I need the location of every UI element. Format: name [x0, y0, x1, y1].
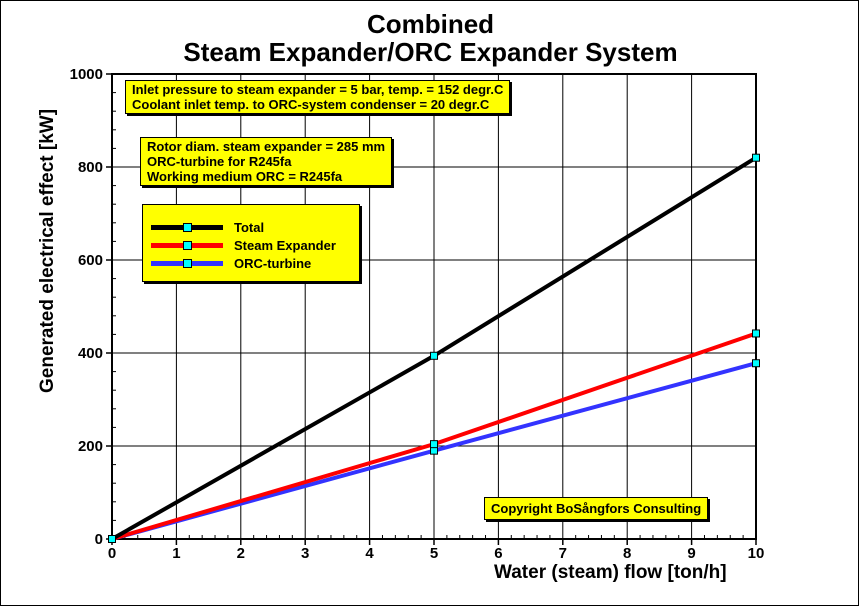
data-point — [108, 535, 116, 543]
data-point — [430, 351, 438, 360]
x-tick-label: 8 — [623, 545, 631, 562]
legend-label: ORC-turbine — [234, 256, 312, 271]
x-tick-label: 2 — [237, 545, 245, 562]
y-axis-label: Generated electrical effect [kW] — [37, 108, 58, 393]
x-tick-label: 10 — [748, 545, 765, 562]
x-tick-label: 5 — [430, 545, 438, 562]
x-axis-label: Water (steam) flow [ton/h] — [494, 562, 727, 583]
data-point — [752, 329, 760, 338]
legend-item-total: Total — [143, 219, 359, 236]
inlet-conditions-box: Inlet pressure to steam expander = 5 bar… — [125, 80, 511, 114]
y-tick-label: 400 — [78, 345, 103, 362]
x-tick-label: 4 — [365, 545, 374, 562]
legend-item-steam-expander: Steam Expander — [143, 237, 359, 254]
legend-label: Total — [234, 220, 265, 235]
legend-label: Steam Expander — [234, 238, 336, 253]
y-tick-label: 800 — [78, 159, 103, 176]
data-point — [752, 153, 760, 162]
data-point — [430, 446, 438, 455]
x-tick-label: 0 — [108, 545, 116, 562]
chart-subtitle: Steam Expander/ORC Expander System — [183, 37, 678, 67]
data-point — [752, 359, 760, 368]
copyright-box: Copyright BoSångfors Consulting — [484, 497, 709, 520]
legend-marker — [183, 259, 192, 268]
legend-item-orc-turbine: ORC-turbine — [143, 255, 359, 272]
info-line: Working medium ORC = R245fa — [147, 169, 343, 184]
y-tick-label: 600 — [78, 252, 103, 269]
data-point — [430, 440, 438, 449]
x-tick-label: 7 — [559, 545, 567, 562]
info-line: Coolant inlet temp. to ORC-system conden… — [132, 97, 490, 112]
x-tick-label: 1 — [172, 545, 180, 562]
x-tick-label: 6 — [494, 545, 502, 562]
y-tick-label: 0 — [95, 531, 103, 548]
info-line: ORC-turbine for R245fa — [147, 154, 292, 169]
y-tick-label: 200 — [78, 438, 103, 455]
legend: Total Steam Expander ORC-turbine — [142, 204, 360, 282]
chart-title: Combined — [366, 9, 495, 39]
legend-marker — [183, 223, 192, 232]
plot-border — [111, 73, 757, 540]
x-tick-label: 9 — [687, 545, 695, 562]
info-line: Inlet pressure to steam expander = 5 bar… — [132, 82, 504, 97]
x-tick-label: 3 — [301, 545, 309, 562]
y-tick-label: 1000 — [70, 66, 103, 83]
info-line: Rotor diam. steam expander = 285 mm — [147, 139, 386, 154]
legend-marker — [183, 241, 192, 250]
machine-spec-box: Rotor diam. steam expander = 285 mm ORC-… — [140, 137, 393, 186]
